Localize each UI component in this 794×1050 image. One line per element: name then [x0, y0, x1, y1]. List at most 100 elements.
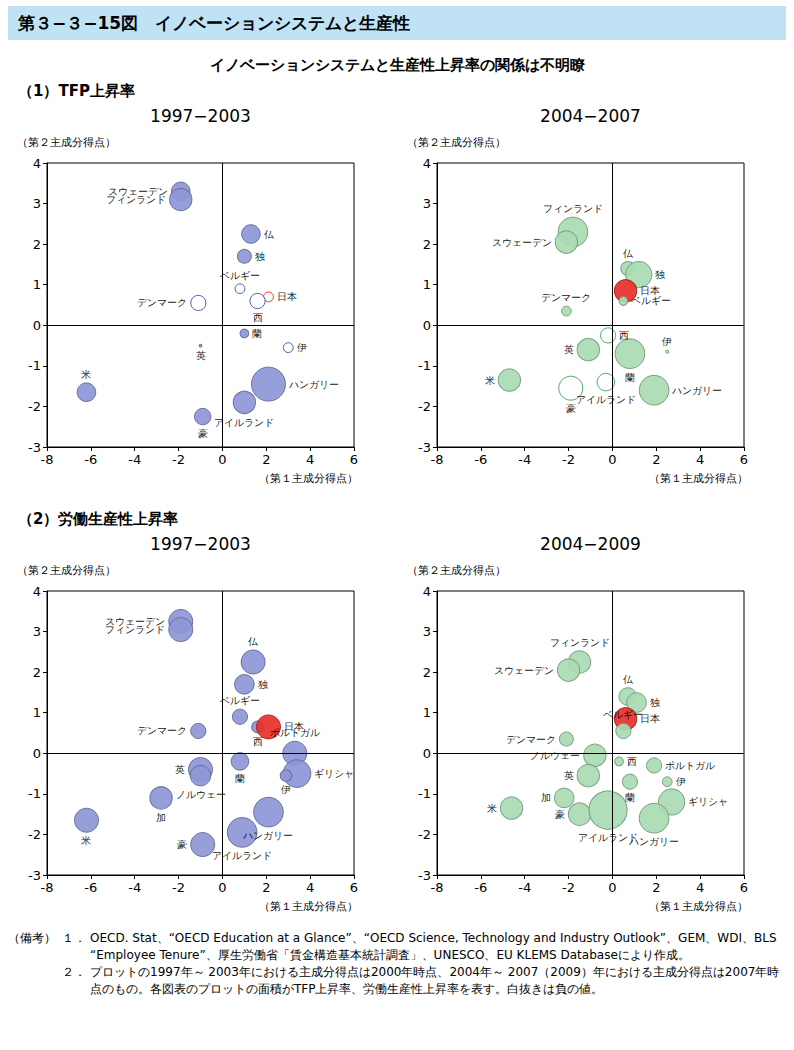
svg-text:0: 0 [218, 880, 226, 895]
svg-text:-2: -2 [418, 399, 431, 414]
svg-text:-6: -6 [84, 452, 97, 467]
svg-text:蘭: 蘭 [625, 792, 635, 803]
svg-text:4: 4 [33, 156, 41, 171]
svg-text:-4: -4 [518, 452, 531, 467]
svg-text:2: 2 [262, 880, 270, 895]
svg-text:1: 1 [33, 277, 41, 292]
svg-text:6: 6 [740, 452, 748, 467]
svg-text:3: 3 [33, 196, 41, 211]
svg-text:-8: -8 [41, 880, 54, 895]
svg-text:米: 米 [485, 375, 495, 386]
svg-text:アイルランド: アイルランド [576, 394, 636, 405]
svg-text:（第１主成分得点）: （第１主成分得点） [259, 472, 358, 485]
svg-text:英: 英 [196, 350, 206, 361]
svg-text:-2: -2 [418, 827, 431, 842]
svg-text:デンマーク: デンマーク [137, 297, 187, 308]
svg-text:英: 英 [564, 344, 574, 355]
svg-text:4: 4 [696, 880, 704, 895]
svg-text:仏: 仏 [622, 248, 634, 259]
svg-text:0: 0 [423, 746, 431, 761]
svg-text:0: 0 [423, 318, 431, 333]
svg-text:-6: -6 [474, 880, 487, 895]
svg-text:4: 4 [306, 880, 314, 895]
svg-text:フィンランド: フィンランド [550, 637, 610, 648]
svg-text:-3: -3 [418, 868, 431, 883]
svg-text:デンマーク: デンマーク [137, 725, 187, 736]
svg-text:ベルギー: ベルギー [603, 709, 643, 720]
svg-text:（1）TFP上昇率: （1）TFP上昇率 [18, 82, 135, 100]
svg-text:ベルギー: ベルギー [220, 695, 260, 706]
svg-text:-6: -6 [84, 880, 97, 895]
svg-text:-3: -3 [28, 868, 41, 883]
svg-text:英: 英 [175, 764, 185, 775]
svg-text:ハンガリー: ハンガリー [242, 830, 293, 841]
svg-text:-2: -2 [172, 880, 185, 895]
svg-text:4: 4 [33, 584, 41, 599]
svg-text:ノルウェー: ノルウェー [530, 750, 580, 761]
svg-text:ハンガリー: ハンガリー [288, 379, 339, 390]
svg-text:3: 3 [423, 624, 431, 639]
svg-text:日本: 日本 [277, 291, 297, 302]
svg-text:-4: -4 [128, 880, 141, 895]
svg-text:-1: -1 [28, 358, 41, 373]
svg-text:独: 独 [655, 269, 665, 280]
svg-text:3: 3 [33, 624, 41, 639]
svg-text:0: 0 [33, 746, 41, 761]
svg-text:（第１主成分得点）: （第１主成分得点） [259, 900, 358, 913]
svg-text:4: 4 [696, 452, 704, 467]
svg-text:豪: 豪 [566, 403, 576, 414]
svg-text:ポルトガル: ポルトガル [270, 727, 320, 738]
svg-text:-1: -1 [418, 358, 431, 373]
svg-text:-8: -8 [431, 880, 444, 895]
svg-text:ノルウェー: ノルウェー [176, 789, 226, 800]
svg-text:スウェーデン: スウェーデン [494, 665, 554, 676]
svg-text:1: 1 [423, 277, 431, 292]
svg-text:4: 4 [306, 452, 314, 467]
svg-text:（第１主成分得点）: （第１主成分得点） [649, 900, 748, 913]
svg-text:西: 西 [627, 756, 637, 767]
svg-text:-3: -3 [418, 440, 431, 455]
svg-text:ベルギー: ベルギー [631, 295, 671, 306]
svg-text:蘭: 蘭 [625, 372, 635, 383]
svg-text:2: 2 [33, 665, 41, 680]
svg-text:2: 2 [262, 452, 270, 467]
svg-text:伊: 伊 [676, 776, 686, 787]
svg-text:6: 6 [350, 452, 358, 467]
svg-text:-6: -6 [474, 452, 487, 467]
svg-text:2004−2007: 2004−2007 [540, 106, 641, 126]
svg-text:3: 3 [423, 196, 431, 211]
svg-text:-2: -2 [562, 880, 575, 895]
svg-text:西: 西 [253, 312, 263, 323]
svg-text:（第２主成分得点）: （第２主成分得点） [17, 136, 116, 149]
svg-text:西: 西 [253, 736, 263, 747]
svg-text:豪: 豪 [555, 809, 565, 820]
svg-text:-3: -3 [28, 440, 41, 455]
svg-text:0: 0 [33, 318, 41, 333]
svg-text:伊: 伊 [662, 336, 672, 347]
svg-text:加: 加 [156, 812, 166, 823]
svg-text:6: 6 [350, 880, 358, 895]
svg-text:-8: -8 [41, 452, 54, 467]
svg-text:4: 4 [423, 156, 431, 171]
svg-text:0: 0 [608, 452, 616, 467]
svg-text:-8: -8 [431, 452, 444, 467]
svg-text:アイルランド: アイルランド [214, 417, 274, 428]
svg-text:4: 4 [423, 584, 431, 599]
svg-text:6: 6 [740, 880, 748, 895]
svg-text:2: 2 [423, 665, 431, 680]
svg-text:デンマーク: デンマーク [541, 292, 591, 303]
svg-text:1: 1 [423, 705, 431, 720]
svg-text:米: 米 [487, 803, 497, 814]
svg-text:伊: 伊 [297, 342, 307, 353]
svg-text:伊: 伊 [281, 784, 291, 795]
svg-text:西: 西 [619, 330, 629, 341]
svg-text:フィンランド: フィンランド [106, 194, 166, 205]
svg-text:仏: 仏 [263, 229, 275, 240]
svg-text:英: 英 [564, 770, 574, 781]
svg-text:2: 2 [652, 880, 660, 895]
svg-text:-2: -2 [28, 827, 41, 842]
svg-text:-1: -1 [418, 786, 431, 801]
svg-text:仏: 仏 [247, 636, 259, 647]
svg-text:独: 独 [258, 679, 268, 690]
svg-text:2004−2009: 2004−2009 [540, 534, 641, 554]
